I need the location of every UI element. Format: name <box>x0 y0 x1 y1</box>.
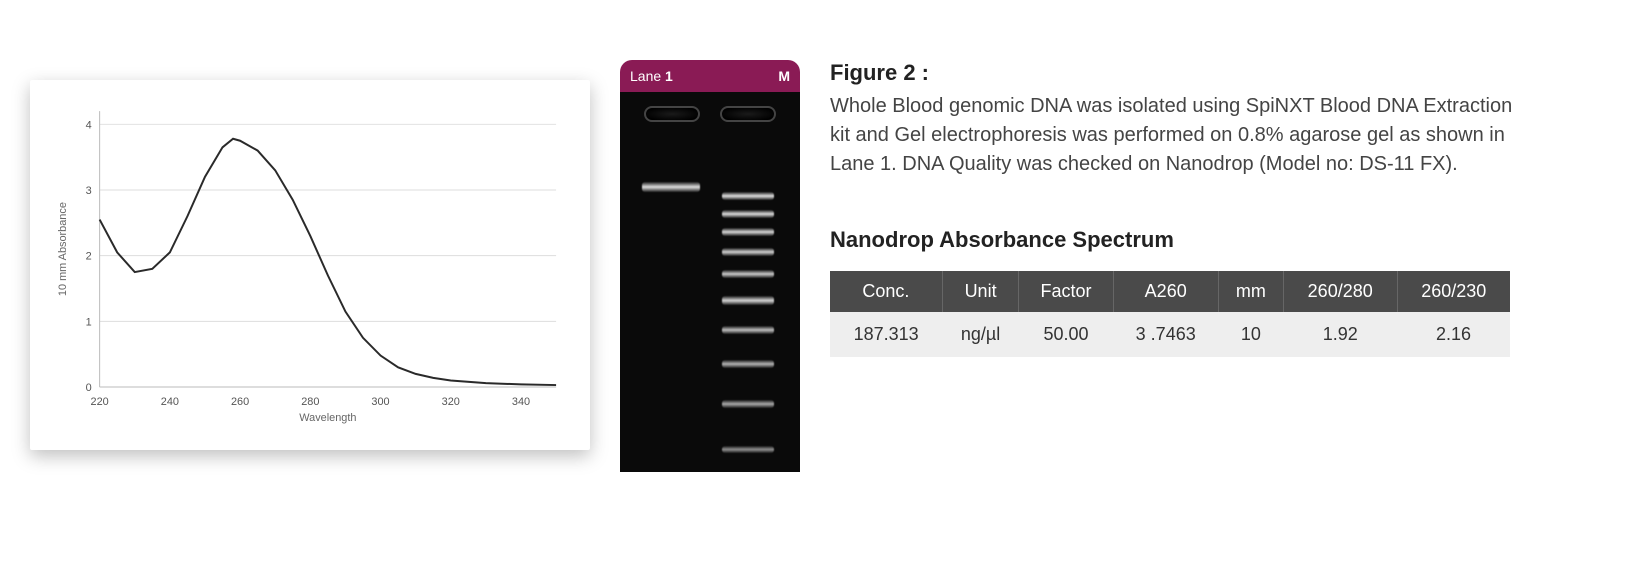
svg-text:10 mm Absorbance: 10 mm Absorbance <box>57 202 69 296</box>
svg-text:300: 300 <box>371 396 389 408</box>
absorbance-chart-panel: 0 1 2 3 4 220 240 260 280 300 320 340 Wavelength 10 m… <box>30 80 590 450</box>
text-panel: Figure 2 : Whole Blood genomic DNA was i… <box>830 40 1620 540</box>
table-cell: 1.92 <box>1283 312 1397 357</box>
table-title: Nanodrop Absorbance Spectrum <box>830 227 1620 253</box>
gel-band <box>722 270 774 278</box>
table-header-cell: Factor <box>1019 271 1113 312</box>
gel-band <box>722 446 774 453</box>
svg-text:240: 240 <box>161 396 179 408</box>
svg-text:340: 340 <box>512 396 530 408</box>
gel-band <box>722 248 774 256</box>
table-cell: 187.313 <box>830 312 942 357</box>
gel-band <box>722 360 774 368</box>
table-header-cell: 260/230 <box>1397 271 1510 312</box>
gel-band <box>722 228 774 236</box>
gel-band <box>642 182 700 192</box>
table-header-cell: mm <box>1218 271 1283 312</box>
svg-text:220: 220 <box>91 396 109 408</box>
table-header-cell: A260 <box>1113 271 1218 312</box>
gel-marker-label: M <box>778 68 790 84</box>
svg-text:2: 2 <box>86 251 92 263</box>
table-cell: 3 .7463 <box>1113 312 1218 357</box>
figure-description: Whole Blood genomic DNA was isolated usi… <box>830 92 1530 179</box>
table-header-cell: Unit <box>942 271 1019 312</box>
gel-band <box>722 210 774 218</box>
svg-text:280: 280 <box>301 396 319 408</box>
table-cell: ng/µl <box>942 312 1019 357</box>
absorbance-chart-svg: 0 1 2 3 4 220 240 260 280 300 320 340 Wavelength 10 m… <box>52 98 568 428</box>
gel-well-2 <box>720 106 776 122</box>
table-cell: 50.00 <box>1019 312 1113 357</box>
svg-text:320: 320 <box>442 396 460 408</box>
table-header-row: Conc.UnitFactorA260mm260/280260/230 <box>830 271 1510 312</box>
table-cell: 2.16 <box>1397 312 1510 357</box>
svg-text:1: 1 <box>86 316 92 328</box>
figure-title: Figure 2 : <box>830 60 1620 86</box>
table-header-cell: Conc. <box>830 271 942 312</box>
gel-panel: Lane 1 M <box>620 60 800 540</box>
svg-text:260: 260 <box>231 396 249 408</box>
gel-lane-label: Lane 1 <box>630 68 673 84</box>
gel-well-1 <box>644 106 700 122</box>
svg-text:3: 3 <box>86 185 92 197</box>
table-body: 187.313ng/µl50.003 .7463101.922.16 <box>830 312 1510 357</box>
gel-band <box>722 296 774 305</box>
table-row: 187.313ng/µl50.003 .7463101.922.16 <box>830 312 1510 357</box>
svg-text:Wavelength: Wavelength <box>299 412 356 424</box>
svg-text:0: 0 <box>86 382 92 394</box>
gel-band <box>722 192 774 200</box>
gel-header: Lane 1 M <box>620 60 800 92</box>
gel-lane-number: 1 <box>665 68 673 84</box>
table-cell: 10 <box>1218 312 1283 357</box>
table-header-cell: 260/280 <box>1283 271 1397 312</box>
absorbance-table: Conc.UnitFactorA260mm260/280260/230 187.… <box>830 271 1510 357</box>
gel-band <box>722 400 774 408</box>
gel-lane-text: Lane <box>630 68 661 84</box>
gel-image <box>620 92 800 472</box>
svg-text:4: 4 <box>86 119 92 131</box>
gel-band <box>722 326 774 334</box>
